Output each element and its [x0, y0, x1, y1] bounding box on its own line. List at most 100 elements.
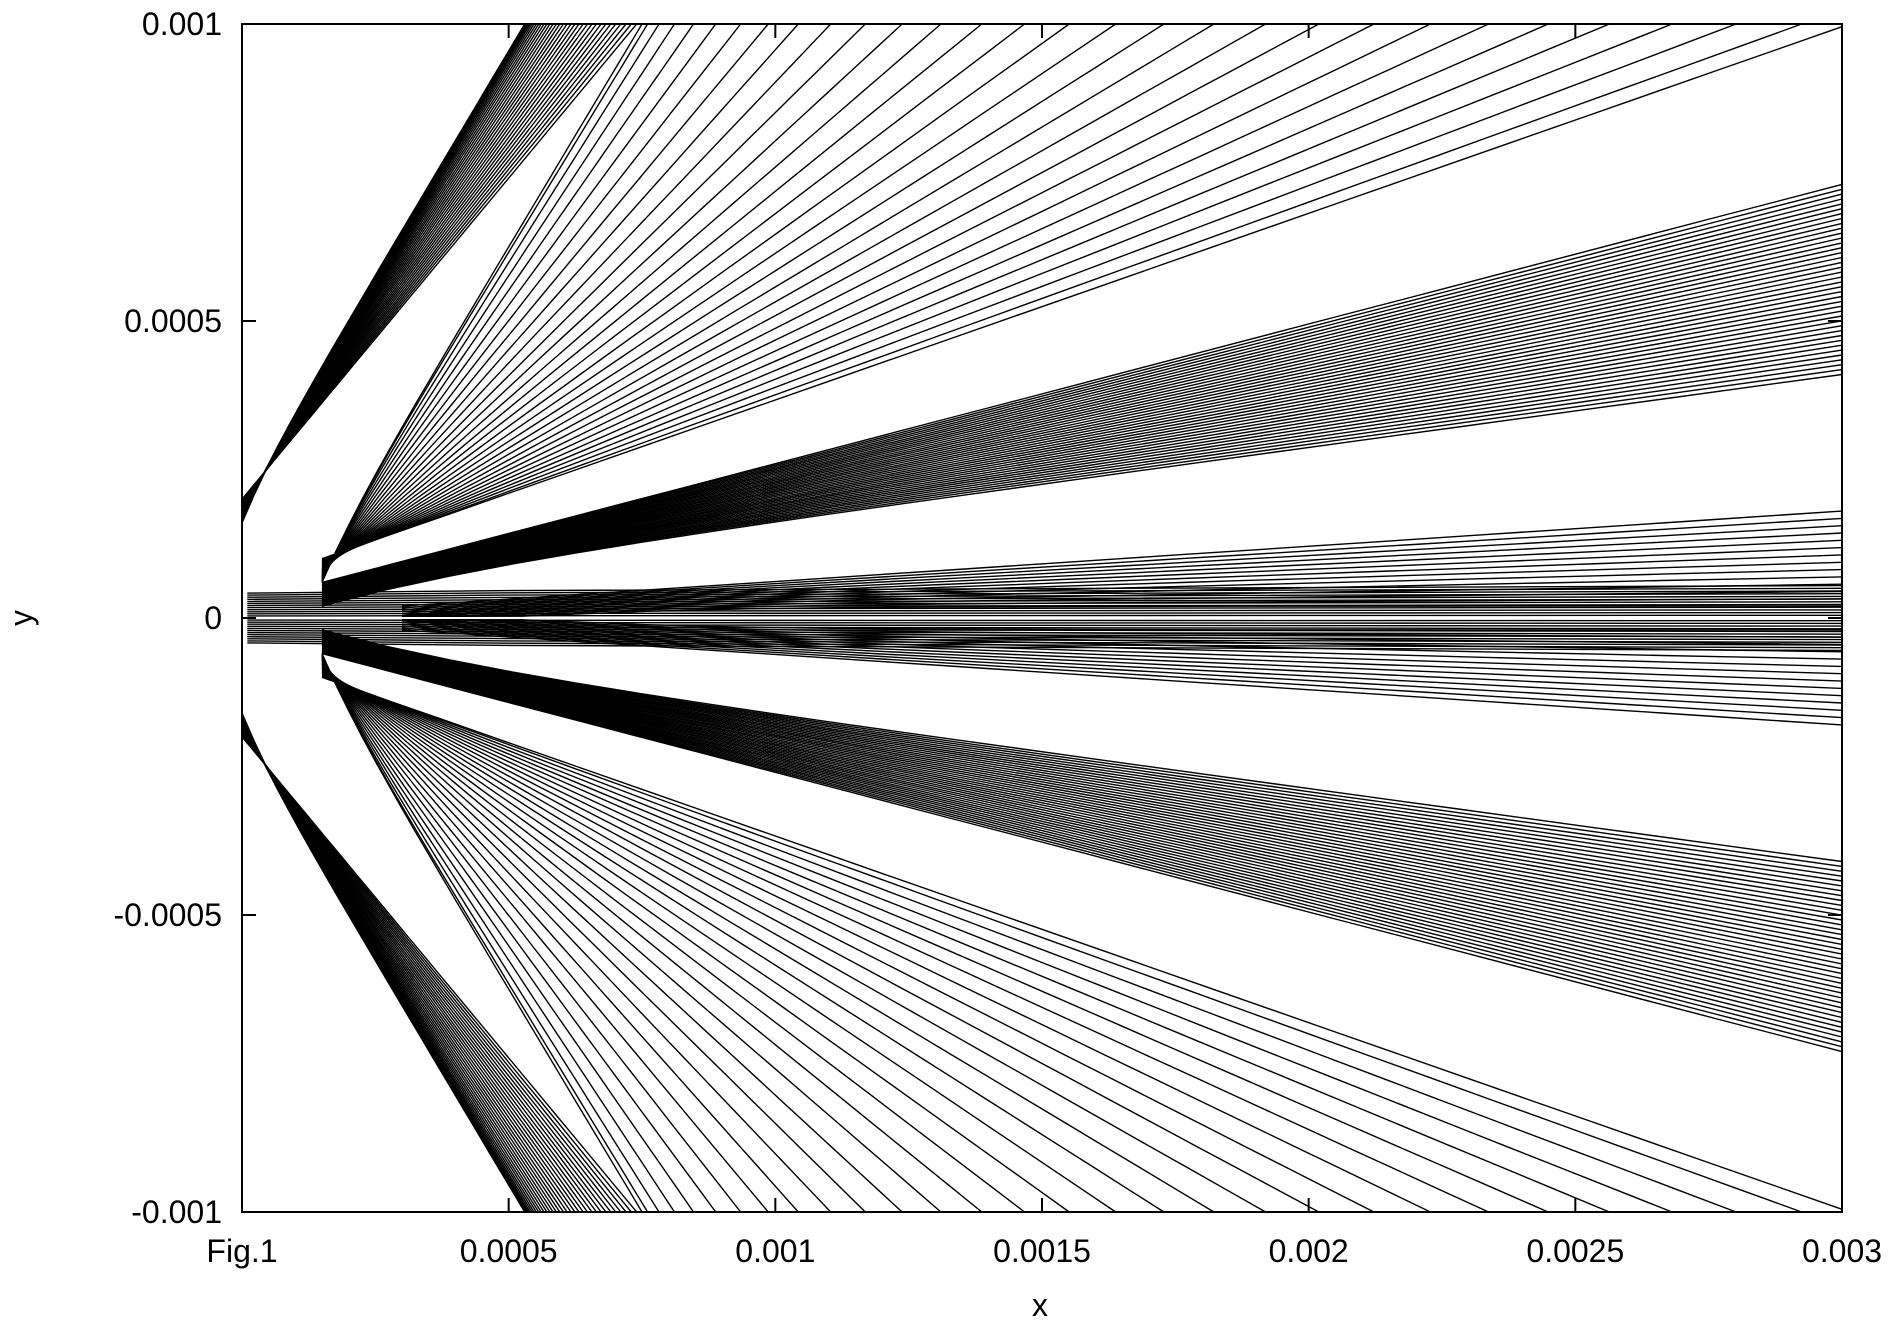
contour-line-upper — [321, 23, 695, 580]
contour-line-upper — [321, 217, 1843, 588]
contour-line-lower — [321, 666, 1117, 1213]
x-tick-label: 0.002 — [1269, 1233, 1349, 1269]
contour-line-upper — [321, 232, 1843, 590]
contour-line-upper — [321, 222, 1843, 588]
center-contour-lower — [247, 625, 1843, 630]
contour-line-upper — [321, 23, 903, 574]
contour-line-upper — [321, 23, 1165, 569]
center-contour-lower — [247, 619, 1843, 622]
contour-line-upper — [321, 247, 1843, 591]
contour-line-upper — [241, 23, 638, 500]
y-tick-label: 0 — [204, 600, 222, 636]
contour-line-lower — [321, 651, 1843, 1043]
y-tick-label: -0.0005 — [113, 897, 222, 933]
contour-line-lower — [321, 655, 676, 1213]
contour-line-upper — [321, 334, 1843, 602]
contour-line-upper — [321, 208, 1843, 587]
contour-line-upper — [321, 23, 866, 575]
x-tick-label: 0.003 — [1802, 1233, 1882, 1269]
contour-line-upper — [321, 23, 1026, 572]
contour-line-upper — [321, 315, 1843, 600]
contour-line-lower — [321, 674, 1673, 1213]
contour-line-lower — [401, 620, 1843, 690]
contour-line-upper — [321, 344, 1843, 604]
contour-line-lower — [321, 646, 1843, 1004]
contour-line-upper — [321, 23, 649, 582]
y-tick-label: -0.001 — [131, 1194, 222, 1230]
contour-line-upper — [401, 525, 1843, 611]
contour-line-upper — [321, 23, 742, 578]
contour-line-lower — [321, 660, 832, 1213]
contour-line-lower — [321, 659, 799, 1213]
contour-line-upper — [321, 300, 1843, 598]
contour-line-lower — [321, 643, 1843, 980]
contour-line-lower — [321, 649, 1843, 1028]
x-tick-label: Fig.1 — [206, 1233, 277, 1269]
contour-line-lower — [321, 647, 1843, 1009]
contour-line-upper — [321, 276, 1843, 595]
contour-line-upper — [321, 23, 1489, 565]
y-tick-label: 0.001 — [142, 6, 222, 42]
contour-line-upper — [321, 183, 1843, 584]
contour-line-lower — [321, 645, 1843, 989]
contour-line-lower — [321, 648, 1843, 1014]
contour-line-upper — [321, 23, 1673, 562]
contour-line-lower — [321, 652, 1843, 1048]
contour-line-upper — [321, 23, 832, 576]
center-contour-lower — [247, 623, 1843, 627]
contour-line-lower — [321, 670, 1375, 1213]
contour-line-lower — [321, 639, 1843, 946]
contour-line-lower — [321, 641, 1843, 960]
contour-line-lower — [321, 663, 942, 1213]
contour-line-lower — [321, 640, 1843, 955]
contour-line-lower — [321, 654, 649, 1213]
contour-line-lower — [321, 656, 695, 1213]
contour-line-lower — [321, 652, 1843, 1053]
contour-line-lower — [321, 649, 1843, 1024]
contour-line-upper — [321, 320, 1843, 601]
contour-line-upper — [321, 310, 1843, 599]
contour-line-lower — [321, 657, 717, 1213]
contour-line-lower — [321, 675, 1802, 1213]
contour-line-lower — [321, 676, 1843, 1210]
contour-line-lower — [321, 673, 1610, 1213]
contour-line-upper — [321, 256, 1843, 593]
contour-line-lower — [321, 664, 1026, 1213]
contour-line-upper — [321, 23, 942, 573]
x-tick-label: 0.0015 — [993, 1233, 1091, 1269]
contour-line-lower — [321, 635, 1843, 911]
contour-line-upper — [321, 349, 1843, 604]
contour-line-lower — [321, 632, 1843, 892]
contour-line-lower — [321, 665, 1070, 1213]
contour-line-upper — [321, 23, 1117, 570]
contour-line-upper — [321, 212, 1843, 587]
center-contour-upper — [247, 606, 1843, 611]
contour-line-upper — [321, 242, 1843, 591]
contour-line-upper — [321, 251, 1843, 592]
contour-line-lower — [321, 629, 1843, 863]
contour-line-upper — [321, 193, 1843, 585]
contour-line-lower — [321, 643, 1843, 975]
contour-line-lower — [321, 646, 1843, 999]
center-contour-lower — [247, 636, 1843, 643]
contour-line-upper — [402, 576, 1843, 617]
contour-line-upper — [321, 227, 1843, 589]
contour-line-upper — [321, 339, 1843, 603]
contour-line-lower — [321, 632, 1843, 887]
contour-line-upper — [321, 237, 1843, 590]
center-contour-upper — [247, 603, 1843, 609]
contour-line-lower — [321, 645, 1843, 994]
contour-line-lower — [321, 671, 1489, 1213]
contour-line-lower — [321, 636, 1843, 921]
y-axis-title: y — [3, 610, 39, 626]
contour-line-upper — [321, 23, 983, 573]
center-contour-lower — [247, 638, 1843, 646]
contour-line-upper — [321, 23, 660, 582]
contour-line-upper — [321, 290, 1843, 597]
contour-line-upper — [321, 23, 1320, 567]
contour-line-lower — [402, 619, 1843, 660]
center-contour-upper — [247, 598, 1843, 605]
contour-line-lower — [321, 667, 1165, 1213]
center-contour-upper — [247, 587, 1843, 596]
center-contour-lower — [247, 633, 1843, 641]
